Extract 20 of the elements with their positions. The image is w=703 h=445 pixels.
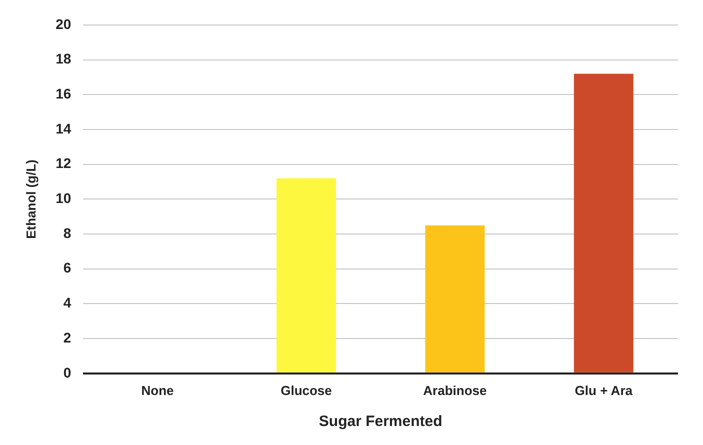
y-tick-label: 0 xyxy=(63,364,72,380)
y-tick-label: 16 xyxy=(56,86,72,102)
bar xyxy=(425,225,485,372)
y-tick-label: 18 xyxy=(56,50,72,67)
y-tick-label: 4 xyxy=(63,294,72,311)
x-axis-title: Sugar Fermented xyxy=(318,413,442,430)
y-tick-label: 2 xyxy=(63,329,72,346)
y-tick-label: 6 xyxy=(63,260,72,276)
y-tick-label: 14 xyxy=(56,120,72,136)
x-tick-label: Arabinose xyxy=(423,382,487,398)
y-tick-label: 8 xyxy=(63,224,72,241)
y-tick-label: 20 xyxy=(56,16,72,32)
x-tick-label: Glucose xyxy=(280,382,332,398)
y-tick-label: 12 xyxy=(56,155,72,172)
x-tick-label: None xyxy=(141,382,174,398)
bar xyxy=(574,74,634,372)
y-axis-title: Ethanol (g/L) xyxy=(23,159,38,239)
bar xyxy=(276,178,336,372)
x-tick-label: Glu + Ara xyxy=(574,382,634,398)
y-tick-label: 10 xyxy=(56,190,72,206)
